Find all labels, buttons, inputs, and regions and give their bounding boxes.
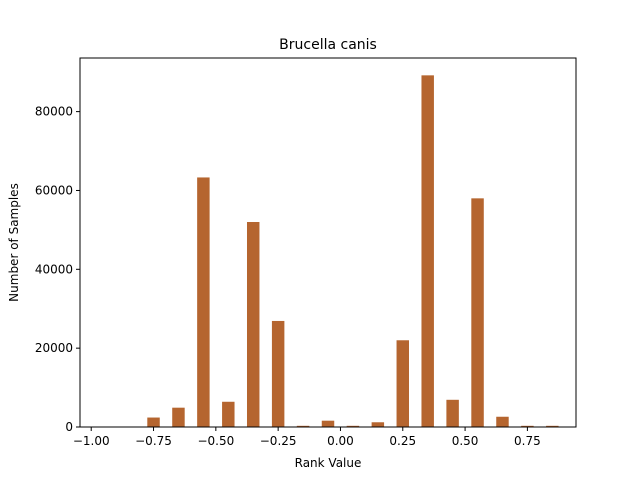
bar [446, 399, 459, 427]
x-tick-label: 0.00 [327, 434, 354, 448]
y-tick-label: 20000 [35, 341, 73, 355]
bar [271, 320, 285, 427]
bar [296, 425, 310, 427]
bar [471, 198, 484, 427]
bar [521, 425, 534, 427]
x-axis-ticks: −1.00 −0.75 −0.50 −0.25 0.00 0.25 0.50 0.75 [73, 427, 541, 448]
bar [147, 417, 160, 427]
bar [172, 407, 185, 427]
bar [496, 416, 509, 427]
x-tick-label: −1.00 [73, 434, 110, 448]
x-tick-label: 0.75 [514, 434, 541, 448]
x-tick-label: 0.50 [452, 434, 479, 448]
x-axis-label: Rank Value [295, 456, 362, 470]
bar [346, 425, 360, 427]
y-tick-label: 80000 [35, 105, 73, 119]
bar [321, 420, 335, 427]
chart-title: Brucella canis [279, 37, 377, 53]
x-tick-label: −0.75 [135, 434, 172, 448]
x-tick-label: 0.25 [389, 434, 416, 448]
bar [546, 425, 559, 427]
plot-frame [79, 57, 577, 428]
bar [421, 75, 434, 427]
bar [371, 422, 385, 427]
bar [222, 401, 235, 427]
y-axis-ticks: 0 20000 40000 60000 80000 [35, 105, 80, 434]
bars-group [147, 75, 559, 427]
y-tick-label: 60000 [35, 183, 73, 197]
y-axis-label: Number of Samples [7, 183, 21, 302]
y-tick-label: 0 [65, 420, 73, 434]
x-tick-label: −0.25 [260, 434, 297, 448]
bar [197, 177, 210, 427]
bar [396, 340, 410, 427]
y-tick-label: 40000 [35, 262, 73, 276]
x-tick-label: −0.50 [197, 434, 234, 448]
bar [246, 222, 260, 427]
